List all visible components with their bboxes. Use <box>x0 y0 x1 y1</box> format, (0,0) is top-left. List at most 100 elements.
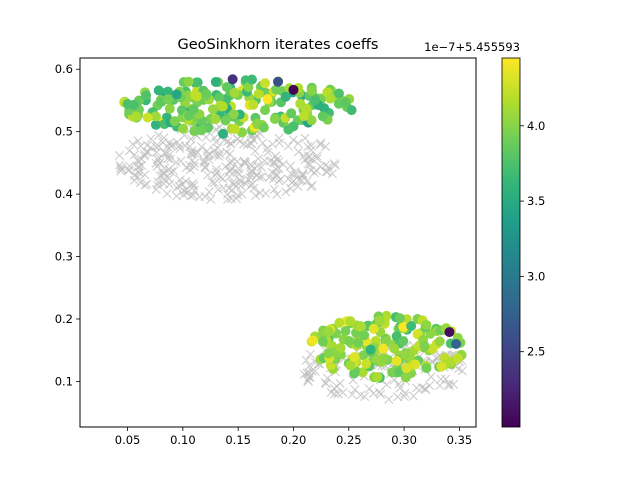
target-points-0 <box>114 121 340 204</box>
x-marker <box>135 178 146 188</box>
coeff-point <box>394 313 405 324</box>
x-marker <box>206 194 216 204</box>
x-marker <box>153 177 163 187</box>
x-marker <box>169 166 179 176</box>
x-marker <box>283 141 293 151</box>
x-marker <box>197 142 207 152</box>
x-marker <box>222 189 233 200</box>
coeff-point <box>178 123 189 134</box>
coeff-point <box>214 92 225 103</box>
x-tick-label: 0.30 <box>391 433 417 447</box>
x-marker <box>162 189 172 199</box>
coeff-point <box>190 89 201 100</box>
x-marker <box>253 154 263 164</box>
x-marker <box>274 133 284 143</box>
x-marker <box>175 143 185 154</box>
x-marker <box>306 141 316 151</box>
x-marker <box>347 389 357 400</box>
coeff-point <box>427 343 438 354</box>
x-marker <box>227 178 237 188</box>
coeff-point <box>323 326 334 337</box>
x-marker <box>274 156 284 167</box>
coeff-point <box>335 342 346 353</box>
x-marker <box>382 380 392 390</box>
coeff-point <box>419 341 430 352</box>
coeff-point <box>229 87 240 98</box>
x-marker <box>213 143 223 153</box>
x-marker <box>152 147 162 157</box>
x-marker <box>210 178 220 188</box>
coeff-point <box>406 320 417 331</box>
x-tick-label: 0.05 <box>115 433 141 447</box>
x-marker <box>143 147 153 157</box>
x-marker <box>210 150 221 161</box>
coeff-point <box>349 368 360 379</box>
coeff-point <box>286 108 297 119</box>
coeff-point <box>345 316 356 327</box>
x-marker <box>155 171 165 181</box>
coeff-point <box>372 371 383 382</box>
x-marker <box>441 374 451 384</box>
coeff-point <box>361 358 372 369</box>
coeff-point <box>398 321 409 332</box>
x-marker <box>274 176 284 186</box>
coeff-point <box>183 76 194 87</box>
x-marker <box>250 146 260 156</box>
x-marker <box>300 133 310 143</box>
x-marker <box>202 150 212 161</box>
x-marker <box>187 155 197 165</box>
x-marker <box>125 161 135 171</box>
coeff-point <box>378 353 389 364</box>
x-marker <box>247 167 257 177</box>
y-tick-label: 0.2 <box>55 312 73 326</box>
x-tick-label: 0.10 <box>170 433 196 447</box>
x-marker <box>171 191 182 201</box>
x-marker <box>153 130 164 140</box>
x-marker <box>133 136 143 146</box>
coeff-point <box>171 89 182 100</box>
coeff-point <box>306 115 317 126</box>
x-marker <box>384 394 394 404</box>
coeff-point <box>340 326 351 337</box>
x-marker <box>210 170 220 180</box>
x-marker <box>320 378 330 388</box>
x-marker <box>129 150 140 160</box>
x-marker <box>315 140 325 150</box>
coeff-point <box>295 98 306 109</box>
x-marker <box>204 187 214 197</box>
x-marker <box>159 179 169 189</box>
coeff-point <box>153 85 164 96</box>
x-marker <box>226 139 236 149</box>
x-marker <box>214 151 224 161</box>
x-marker <box>293 181 303 191</box>
x-marker <box>264 172 274 183</box>
x-marker <box>261 188 271 198</box>
coeff-point <box>191 77 202 88</box>
x-marker <box>256 162 266 172</box>
x-marker <box>400 388 410 398</box>
coeff-point <box>452 353 463 364</box>
y-tick-label: 0.4 <box>55 187 73 201</box>
x-marker <box>229 179 239 189</box>
coeff-point <box>353 337 364 348</box>
plot-area <box>114 74 467 404</box>
coeff-point <box>220 115 231 126</box>
x-marker <box>233 190 243 200</box>
x-marker <box>151 184 161 195</box>
x-marker <box>322 373 333 383</box>
coeff-point <box>260 78 271 89</box>
coeff-point <box>389 343 400 354</box>
x-marker <box>254 172 265 182</box>
coeff-point <box>317 336 328 347</box>
x-marker <box>260 156 270 166</box>
x-marker <box>267 139 277 149</box>
chart-title: GeoSinkhorn iterates coeffs <box>178 37 379 53</box>
x-marker <box>288 135 298 145</box>
x-marker <box>158 137 168 148</box>
coeff-point <box>374 315 385 326</box>
x-marker <box>232 168 242 178</box>
coeff-point <box>365 344 376 355</box>
x-marker <box>258 138 268 148</box>
coeff-point <box>421 363 432 374</box>
